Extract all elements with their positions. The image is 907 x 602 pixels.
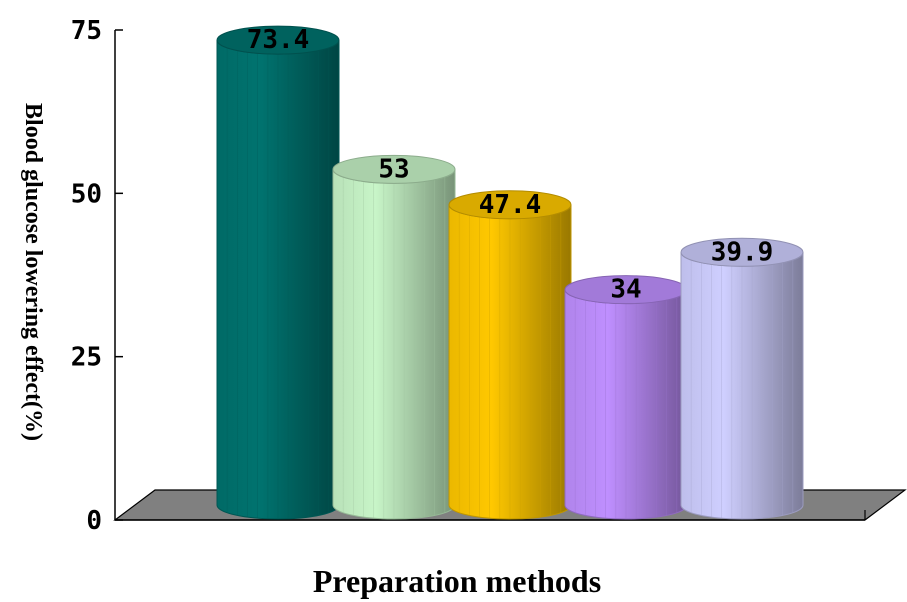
bar [680, 237, 804, 520]
data-label: 73.4 [247, 25, 310, 55]
data-label: 39.9 [711, 237, 774, 267]
bars [216, 25, 804, 520]
x-axis-title: Preparation methods [313, 563, 601, 599]
y-axis-title: Blood glucose lowering effect(%) [20, 103, 46, 441]
bar [216, 25, 340, 520]
bar-top-cap [448, 190, 572, 220]
y-tick-label: 75 [71, 16, 102, 46]
bar-top-cap [216, 25, 340, 55]
y-tick-label: 50 [71, 179, 102, 209]
bar [448, 190, 572, 520]
bar [564, 275, 688, 520]
data-label: 47.4 [479, 190, 542, 220]
data-label: 53 [378, 154, 409, 184]
y-ticks: 0 25 50 75 [71, 16, 123, 536]
y-tick-label: 0 [86, 506, 102, 536]
bar [332, 154, 456, 520]
data-label: 34 [610, 275, 641, 305]
y-tick-label: 25 [71, 343, 102, 373]
bar-top-cap [332, 154, 456, 184]
data-labels: 73.4 53 47.4 34 39.9 [247, 25, 774, 305]
bar-top-cap [680, 237, 804, 267]
